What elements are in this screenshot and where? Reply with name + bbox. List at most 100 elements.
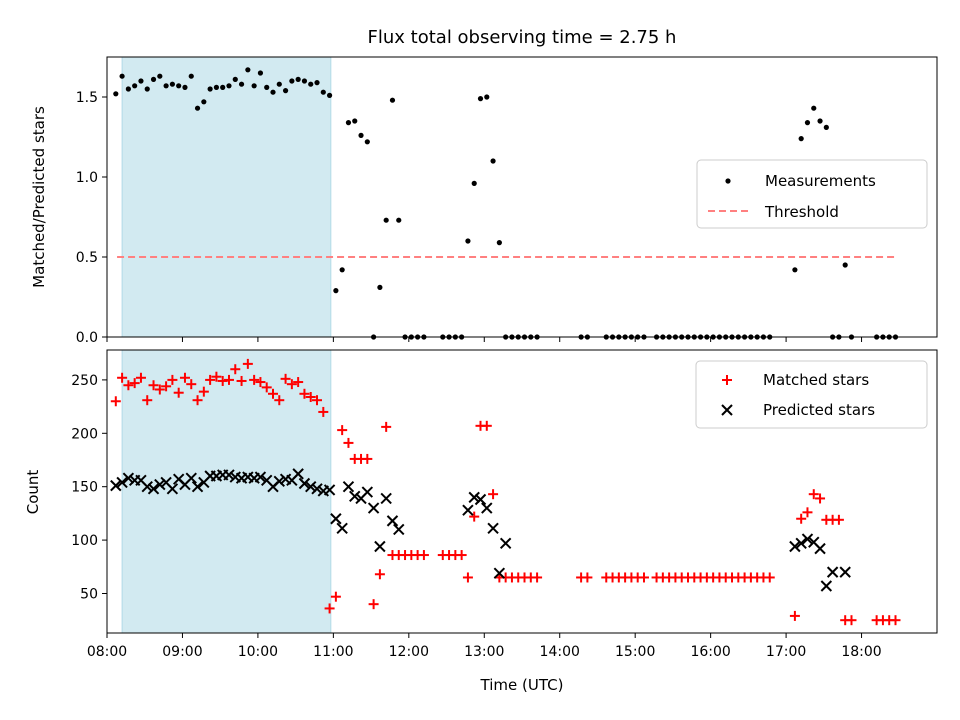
matched-star-point [343, 437, 354, 448]
measurement-point [138, 78, 144, 84]
top-axes-frame [106, 56, 938, 338]
matched-star-point [293, 377, 304, 388]
predicted-star-point [122, 472, 135, 484]
matched-star-point [368, 599, 379, 610]
predicted-star-point [311, 483, 323, 495]
top-legend: Measurements Threshold [696, 159, 928, 229]
cross-b [279, 473, 292, 485]
measurement-point [352, 118, 358, 124]
x-tick-label: 09:00 [162, 644, 202, 660]
predicted-star-point [380, 492, 392, 505]
predicted-star-point [487, 522, 499, 535]
measurement-point [169, 81, 175, 87]
predicted-star-point [336, 522, 348, 535]
cross-b [462, 504, 474, 516]
bottom-y-axis-label: Count [24, 470, 42, 515]
measurement-point [176, 83, 182, 89]
measurement-point [396, 217, 402, 223]
cross-b [336, 522, 348, 535]
measurement-point [201, 99, 207, 105]
measurement-point [792, 267, 798, 273]
matched-star-point [110, 396, 121, 407]
cross-b [116, 476, 128, 489]
measurement-point [238, 81, 245, 87]
cross-b [166, 483, 179, 495]
matched-star-point [217, 375, 228, 386]
predicted-star-point [273, 475, 285, 488]
bottom-legend: Matched stars Predicted stars [695, 360, 928, 429]
measurement-point [113, 91, 119, 97]
matched-star-point [488, 489, 499, 500]
matched-star-point [305, 391, 316, 402]
cross-b [273, 475, 285, 488]
predicted-star-point [374, 540, 386, 553]
matched-star-point [796, 513, 807, 524]
cross-b [122, 472, 135, 484]
measurement-point [213, 84, 220, 90]
cross-b [795, 537, 807, 550]
cross-b [839, 566, 851, 578]
matched-star-point [833, 514, 844, 525]
predicted-star-point [223, 469, 235, 481]
x-tick-label: 18:00 [841, 644, 881, 660]
threshold-legend-label: Threshold [764, 203, 839, 221]
predicted-star-point [814, 542, 826, 555]
matched-star-point [469, 511, 480, 522]
measurement-point [314, 80, 320, 86]
cross-b [154, 478, 166, 491]
top-legend-box [696, 159, 928, 229]
matched-star-point [280, 373, 291, 384]
measurement-point [132, 83, 138, 89]
measurement-point [207, 86, 213, 92]
matched-star-point [582, 572, 593, 583]
measurement-point [144, 86, 150, 92]
matched-star-point [236, 375, 247, 386]
matched-star-point [456, 550, 467, 561]
measurements-legend-marker [725, 178, 731, 184]
measurement-point [804, 120, 811, 126]
matched-star-point [148, 380, 159, 391]
bottom-shaded-span [121, 349, 332, 634]
measurements-legend-label: Measurements [765, 172, 876, 190]
cross-b [298, 477, 311, 490]
predicted-star-point [116, 476, 128, 489]
matched-star-point [211, 371, 222, 382]
measurement-point [320, 89, 326, 95]
matched-star-point [205, 374, 216, 385]
y-tick-label: 250 [71, 373, 98, 389]
measurement-point [232, 76, 238, 82]
measurement-point [484, 94, 490, 100]
cross-b [330, 513, 342, 525]
matched-star-point [161, 381, 172, 392]
x-tick-label: 15:00 [615, 644, 655, 660]
cross-b [814, 542, 826, 555]
cross-b [254, 471, 267, 483]
matched-star-point [362, 453, 373, 464]
matched-star-point [242, 358, 253, 369]
cross-b [305, 480, 317, 493]
matched-star-point [154, 384, 165, 395]
cross-b [380, 492, 392, 505]
cross-b [323, 484, 336, 496]
measurement-point [264, 84, 270, 90]
predicted-star-point [789, 540, 801, 553]
x-tick-label: 17:00 [766, 644, 806, 660]
measurement-point [157, 73, 163, 79]
matched-star-point [142, 395, 153, 406]
cross-b [141, 480, 153, 493]
matched-star-point [318, 406, 329, 417]
y-tick-label: 200 [71, 426, 98, 442]
top-shaded-span [121, 56, 332, 338]
matched-star-point [462, 572, 473, 583]
measurement-point [251, 83, 257, 89]
cross-b [135, 474, 147, 486]
x-tick-label: 14:00 [540, 644, 580, 660]
predicted-star-point [323, 484, 336, 496]
matched-star-point [129, 378, 140, 389]
predicted-star-point [481, 502, 493, 514]
matched-star-point [337, 425, 348, 436]
cross-b [801, 533, 814, 545]
bottom-y-ticks: 50 100 150 200 250 [71, 373, 107, 602]
predicted-star-point [292, 468, 304, 480]
